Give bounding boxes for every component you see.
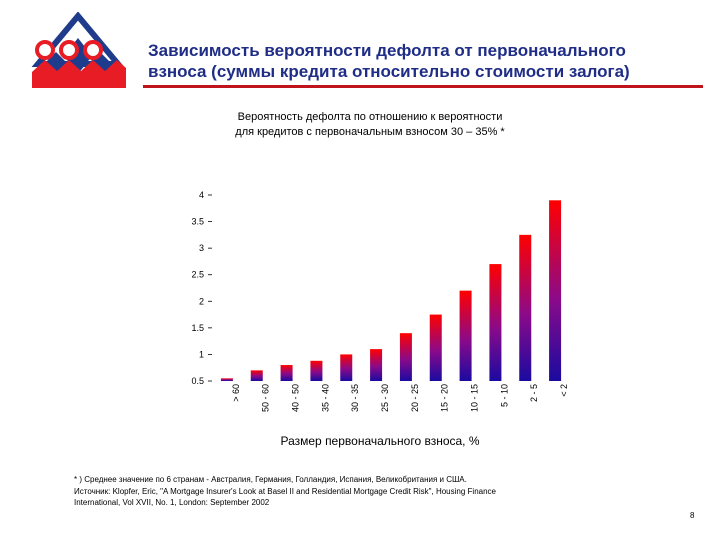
y-axis: 0.5 1 1.5 2 2.5 3 3.5 4 [191,190,212,386]
chart-title-line2: для кредитов с первоначальным взносом 30… [235,126,505,138]
x-tick-label: 30 - 35 [350,384,360,412]
x-axis-label: Размер первоначального взноса, % [280,434,480,448]
bar [370,349,383,381]
bar [489,264,502,381]
x-axis: > 60 50 - 60 40 - 50 35 - 40 30 - 35 25 - 30 2… [231,384,569,412]
bar [459,290,472,381]
bar [340,354,353,381]
company-logo-icon [31,12,126,88]
footnote-line2: Источник: Klopfer, Eric, "A Mortgage Ins… [74,486,496,496]
x-tick-label: 5 - 10 [499,384,509,407]
bar [250,370,263,381]
footnote-line3: International, Vol XVII, No. 1, London: … [74,498,270,507]
y-tick-label: 0.5 [191,376,204,386]
page-number: 8 [690,511,695,520]
x-tick-label: 35 - 40 [320,384,330,412]
x-tick-label: 50 - 60 [261,384,271,412]
bar [399,333,412,381]
y-tick-label: 2.5 [191,270,204,280]
x-tick-label: 15 - 20 [440,384,450,412]
y-tick-label: 4 [199,190,204,200]
footnote: * ) Среднее значение по 6 странам - Авст… [74,474,634,509]
title-divider [143,85,703,88]
x-tick-label: > 60 [231,384,241,402]
x-tick-label: 40 - 50 [291,384,301,412]
x-tick-label: 2 - 5 [529,384,539,402]
footnote-line1: * ) Среднее значение по 6 странам - Авст… [74,475,467,484]
x-tick-label: < 2 [559,384,569,397]
x-tick-label: 10 - 15 [470,384,480,412]
bar [310,360,323,381]
bars [220,200,562,381]
y-tick-label: 2 [199,296,204,306]
x-tick-label: 20 - 25 [410,384,420,412]
chart-title: Вероятность дефолта по отношению к вероя… [150,110,590,140]
slide-title: Зависимость вероятности дефолта от перво… [148,40,708,82]
y-tick-label: 1 [199,349,204,359]
x-tick-label: 25 - 30 [380,384,390,412]
chart-title-line1: Вероятность дефолта по отношению к вероя… [237,111,503,123]
y-tick-label: 1.5 [191,323,204,333]
slide-title-line1: Зависимость вероятности дефолта от перво… [148,41,626,60]
bar [519,234,532,381]
bar [549,200,562,381]
bar [429,314,442,381]
slide-title-line2: взноса (суммы кредита относительно стоим… [148,62,630,81]
bar [220,378,233,381]
y-tick-label: 3 [199,243,204,253]
y-tick-label: 3.5 [191,217,204,227]
bar [280,365,293,381]
